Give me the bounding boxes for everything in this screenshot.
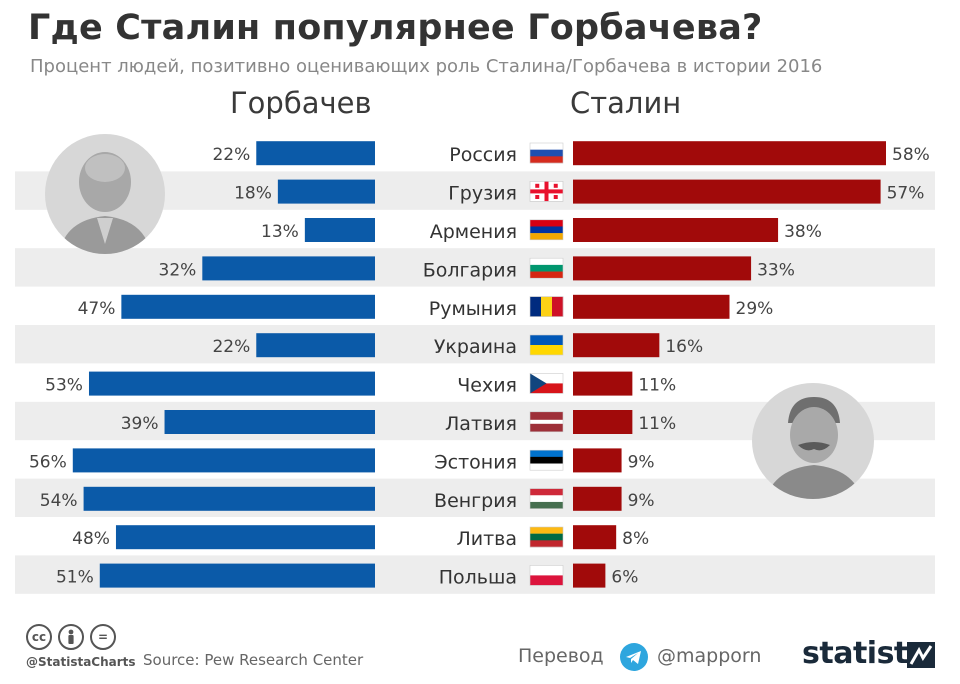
gorbachev-value-label: 13% xyxy=(261,222,299,242)
romania-flag xyxy=(529,296,564,317)
stalin-bar xyxy=(573,525,617,550)
stalin-portrait xyxy=(752,383,874,499)
country-label: Румыния xyxy=(429,298,517,320)
creative-commons-icon: cc xyxy=(26,624,52,650)
gorbachev-bar xyxy=(99,563,375,588)
stalin-column-header: Сталин xyxy=(570,86,682,120)
gorbachev-column-header: Горбачев xyxy=(230,86,372,120)
gorbachev-bar xyxy=(164,410,375,434)
stalin-value-label: 11% xyxy=(638,376,676,396)
armenia-flag xyxy=(529,219,564,241)
stalin-value-label: 9% xyxy=(628,491,655,511)
gorbachev-bar xyxy=(304,218,375,242)
gorbachev-value-label: 22% xyxy=(212,145,250,165)
stalin-bar xyxy=(573,410,633,434)
gorbachev-bar xyxy=(277,179,375,204)
gorbachev-bar xyxy=(72,448,376,473)
gorbachev-portrait xyxy=(45,134,165,254)
stalin-value-label: 57% xyxy=(887,184,925,204)
gorbachev-bar xyxy=(256,141,375,166)
gorbachev-bar xyxy=(83,486,375,511)
bulgaria-flag xyxy=(529,257,564,279)
gorbachev-value-label: 48% xyxy=(72,529,110,549)
stalin-bar xyxy=(573,333,660,358)
telegram-icon[interactable] xyxy=(620,643,648,671)
lithuania-flag xyxy=(529,526,564,548)
gorbachev-value-label: 56% xyxy=(29,452,67,472)
gorbachev-value-label: 51% xyxy=(56,568,94,588)
statista-logo-mark xyxy=(907,642,935,668)
gorbachev-value-label: 32% xyxy=(159,260,197,280)
no-derivatives-icon: = xyxy=(90,624,116,650)
stalin-value-label: 38% xyxy=(784,222,822,242)
gorbachev-value-label: 22% xyxy=(212,337,250,357)
stalin-value-label: 33% xyxy=(757,260,795,280)
latvia-flag xyxy=(529,411,564,433)
stalin-bar xyxy=(573,141,886,166)
country-label: Польша xyxy=(439,567,517,589)
gorbachev-bar xyxy=(115,525,375,550)
stalin-bar xyxy=(573,371,633,396)
gorbachev-value-label: 39% xyxy=(121,414,159,434)
telegram-handle[interactable]: @mapporn xyxy=(657,645,762,667)
georgia-flag xyxy=(529,181,564,202)
country-label: Армения xyxy=(430,221,517,243)
stalin-bar xyxy=(573,448,622,473)
russia-flag xyxy=(529,142,564,164)
row-stripe xyxy=(15,325,935,364)
stalin-value-label: 16% xyxy=(665,337,703,357)
gorbachev-bar xyxy=(88,371,375,396)
stalin-value-label: 9% xyxy=(628,452,655,472)
stalin-value-label: 8% xyxy=(622,529,649,549)
stalin-bar xyxy=(573,486,622,511)
gorbachev-bar xyxy=(121,294,376,319)
country-label: Эстония xyxy=(434,451,517,473)
attribution-icon xyxy=(58,624,84,650)
country-label: Латвия xyxy=(445,413,517,435)
stalin-value-label: 29% xyxy=(736,299,774,319)
statista-handle: @StatistaCharts xyxy=(26,655,136,669)
country-label: Литва xyxy=(456,528,517,550)
translation-label: Перевод xyxy=(518,645,604,667)
country-label: Венгрия xyxy=(434,490,517,512)
country-label: Чехия xyxy=(457,375,517,397)
gorbachev-value-label: 54% xyxy=(40,491,78,511)
estonia-flag xyxy=(529,449,564,471)
stalin-bar xyxy=(573,179,881,204)
row-stripe xyxy=(15,248,935,287)
page-subtitle: Процент людей, позитивно оценивающих рол… xyxy=(30,56,823,77)
source-note: Source: Pew Research Center xyxy=(143,651,364,669)
country-label: Грузия xyxy=(448,183,517,205)
license-icons: cc = xyxy=(26,624,116,650)
gorbachev-value-label: 18% xyxy=(234,184,272,204)
gorbachev-value-label: 47% xyxy=(78,299,116,319)
ukraine-flag xyxy=(529,334,564,356)
poland-flag xyxy=(529,565,564,586)
page-title: Где Сталин популярнее Горбачева? xyxy=(28,8,763,48)
czechia-flag xyxy=(529,373,564,394)
country-label: Россия xyxy=(449,144,517,166)
country-label: Украина xyxy=(434,336,517,358)
stalin-bar xyxy=(573,218,779,242)
gorbachev-value-label: 53% xyxy=(45,376,83,396)
gorbachev-bar xyxy=(202,256,375,281)
stalin-bar xyxy=(573,294,730,319)
gorbachev-bar xyxy=(256,333,375,358)
stalin-value-label: 58% xyxy=(892,145,930,165)
stalin-value-label: 11% xyxy=(638,414,676,434)
stalin-bar xyxy=(573,563,606,588)
stalin-value-label: 6% xyxy=(611,568,638,588)
hungary-flag xyxy=(529,488,564,509)
stalin-bar xyxy=(573,256,752,281)
country-label: Болгария xyxy=(423,259,517,281)
